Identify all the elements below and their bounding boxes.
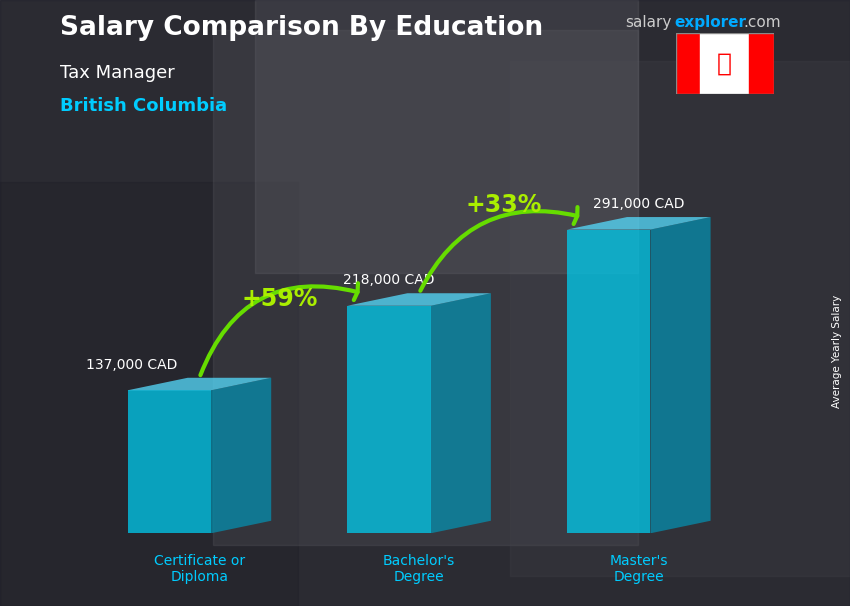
Bar: [0, 182, 298, 606]
Text: Bachelor's
Degree: Bachelor's Degree: [383, 554, 456, 584]
Text: explorer: explorer: [674, 15, 746, 30]
Polygon shape: [431, 293, 491, 533]
Bar: [676, 33, 700, 94]
Polygon shape: [128, 378, 271, 390]
Bar: [255, 0, 638, 273]
Text: +33%: +33%: [465, 193, 541, 216]
Text: +59%: +59%: [241, 287, 317, 311]
Text: 291,000 CAD: 291,000 CAD: [593, 197, 684, 211]
Polygon shape: [348, 293, 491, 306]
Text: Salary Comparison By Education: Salary Comparison By Education: [60, 15, 542, 41]
Text: British Columbia: British Columbia: [60, 97, 227, 115]
Text: Average Yearly Salary: Average Yearly Salary: [832, 295, 842, 408]
Text: 137,000 CAD: 137,000 CAD: [87, 358, 178, 371]
FancyBboxPatch shape: [567, 230, 650, 533]
Text: Tax Manager: Tax Manager: [60, 64, 174, 82]
Polygon shape: [567, 217, 711, 230]
Bar: [700, 33, 749, 94]
Text: Master's
Degree: Master's Degree: [609, 554, 668, 584]
Bar: [749, 33, 774, 94]
Text: 🍁: 🍁: [717, 52, 732, 76]
Text: 218,000 CAD: 218,000 CAD: [343, 273, 435, 287]
Text: salary: salary: [625, 15, 672, 30]
Bar: [510, 61, 850, 576]
FancyBboxPatch shape: [348, 306, 431, 533]
Text: Certificate or
Diploma: Certificate or Diploma: [154, 554, 245, 584]
Text: .com: .com: [744, 15, 781, 30]
Polygon shape: [650, 217, 711, 533]
Bar: [212, 30, 638, 545]
Polygon shape: [211, 378, 271, 533]
FancyBboxPatch shape: [128, 390, 211, 533]
